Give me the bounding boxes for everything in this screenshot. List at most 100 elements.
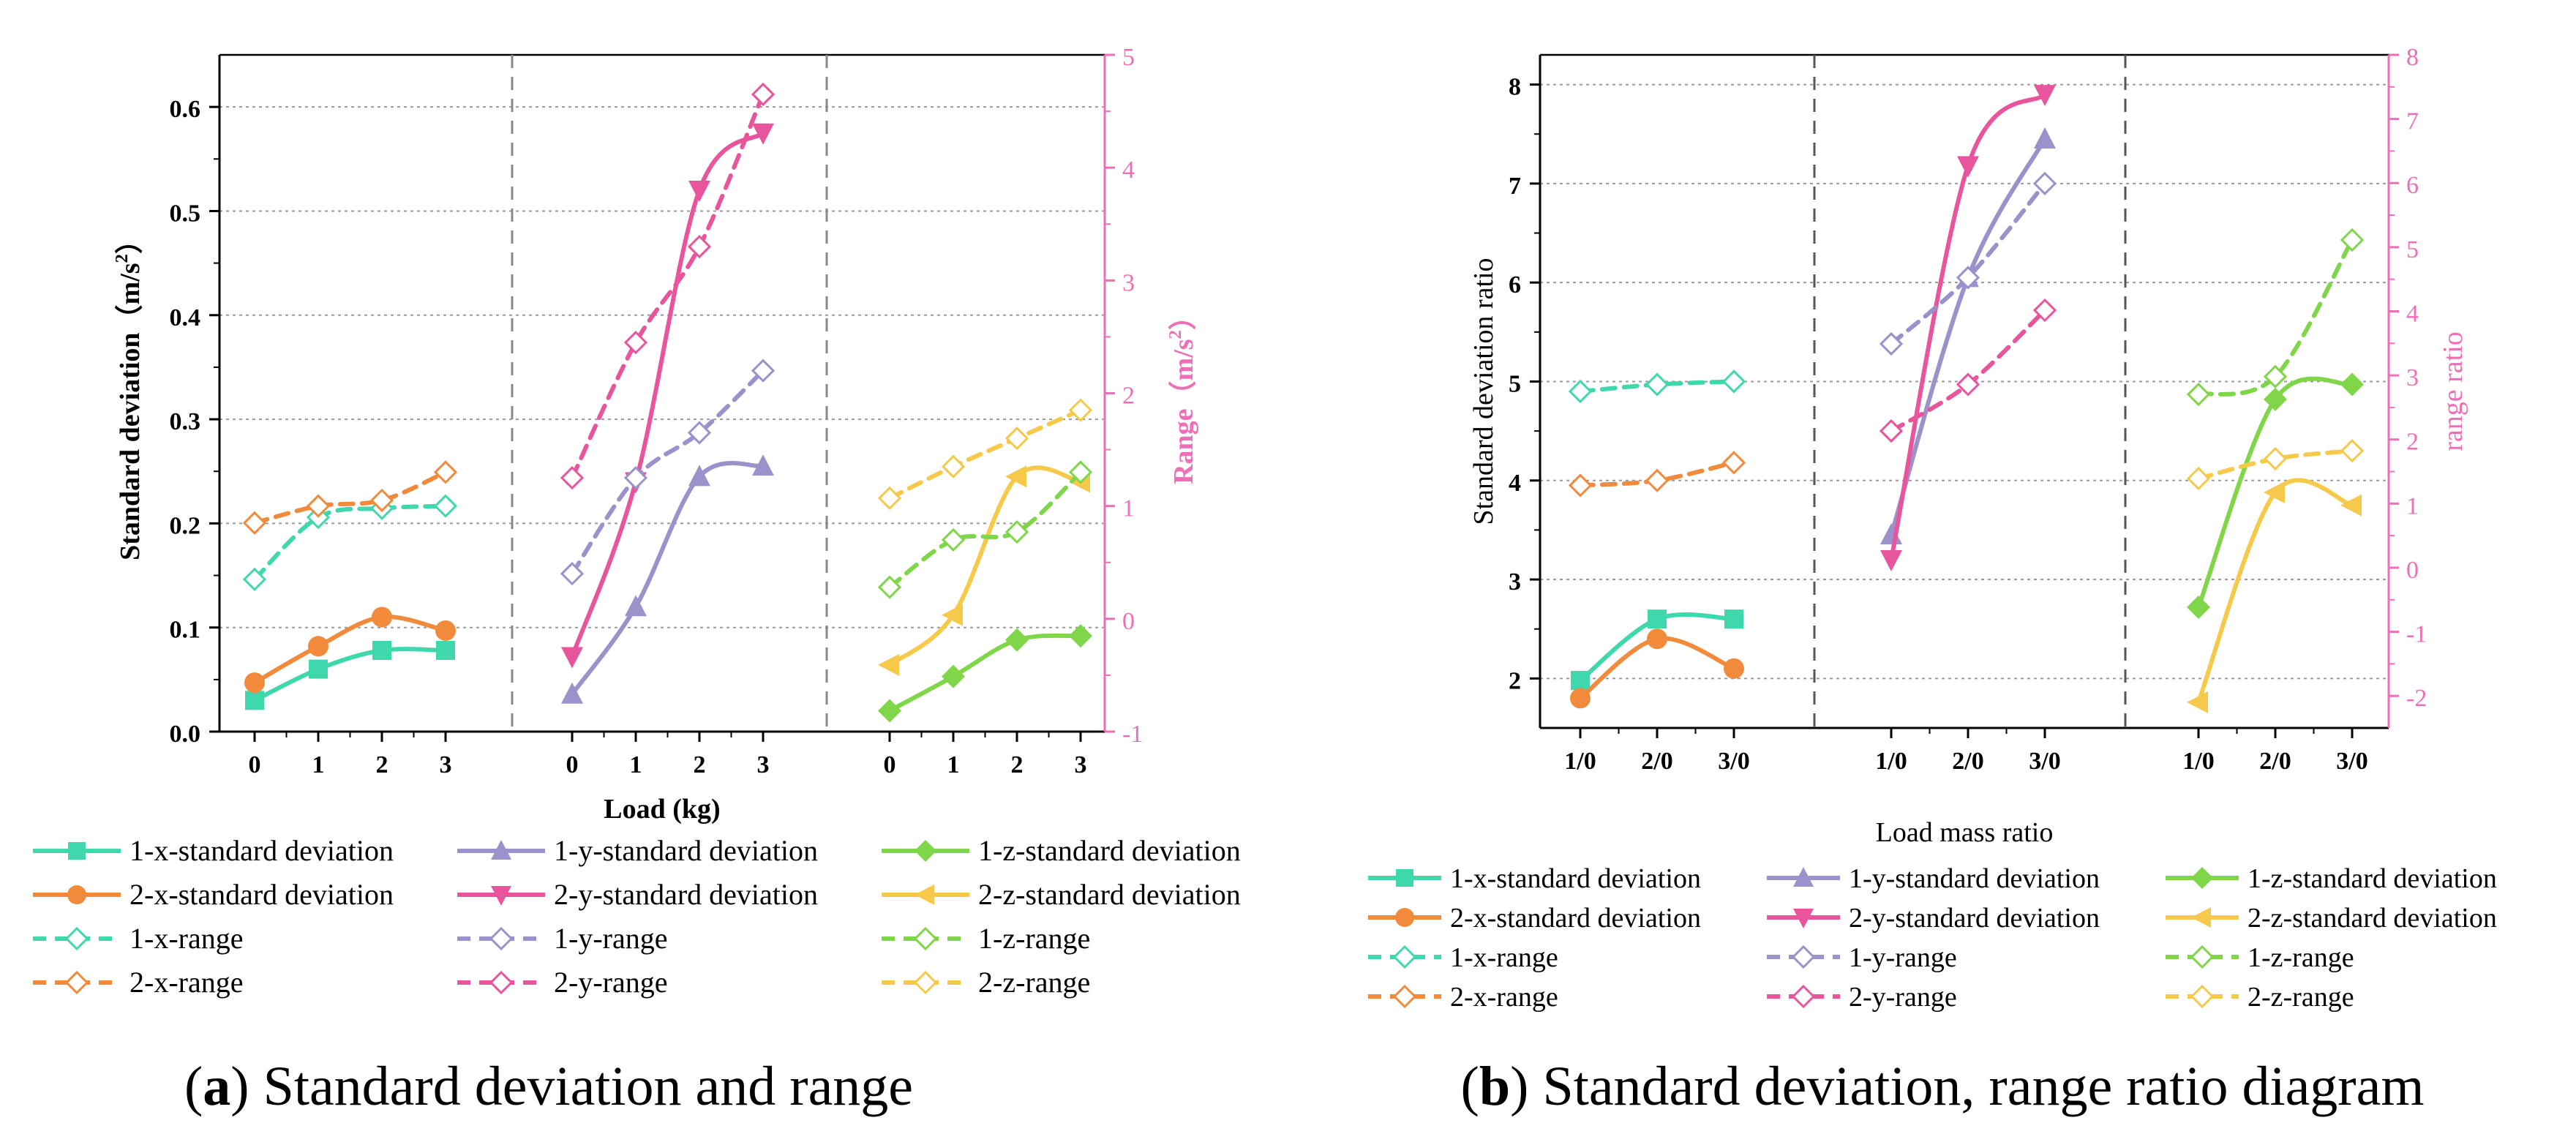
series-line (887, 470, 1083, 590)
x-tick-label: 2/0 (2259, 748, 2291, 775)
legend-label: 2-z-standard deviation (2248, 903, 2497, 934)
data-point (306, 494, 331, 518)
legend-label: 1-y-standard deviation (1849, 863, 2100, 894)
data-point (2034, 85, 2056, 107)
caption-a-letter: a (203, 1056, 230, 1117)
y-tick-label: 3 (1509, 568, 1521, 596)
x-tick-label: 0 (884, 751, 896, 778)
legend-swatch-marker (489, 970, 514, 995)
x-tick-label: 1/0 (1564, 748, 1596, 775)
x-tick-label: 3 (440, 751, 452, 778)
y2-tick-label: -1 (1122, 721, 1143, 748)
data-point (372, 607, 392, 628)
caption-a: (a) Standard deviation and range (184, 1056, 913, 1117)
y2-tick-label: 5 (2406, 236, 2419, 263)
legend-item: 1-y-standard deviation (457, 834, 818, 867)
data-point (1005, 427, 1029, 451)
legend-item: 1-y-range (457, 922, 667, 955)
legend-b: 1-x-standard deviation 1-y-standard devia… (1368, 863, 2497, 1013)
y2-axis-title-close: ） (1168, 302, 1199, 330)
legend-item: 2-y-range (1767, 982, 1957, 1013)
data-point (687, 421, 712, 445)
y-axis-title: Standard deviation（m/s2） (112, 226, 146, 560)
data-point (1068, 460, 1093, 484)
x-tick-label: 3 (1075, 751, 1087, 778)
x-tick-label: 3/0 (2029, 748, 2060, 775)
series-2-y-standard-deviation (1880, 85, 2056, 571)
legend-item: 2-y-standard deviation (1767, 903, 2100, 934)
data-point (1005, 628, 1029, 652)
y2-tick-label: 2 (1122, 383, 1135, 410)
y2-tick-label: 4 (1122, 157, 1135, 184)
legend-swatch-marker (1392, 984, 1417, 1009)
chart-b-ratio-diagram: 2 3 4 5 6 7 8 -2 -1 0 1 2 3 4 5 6 7 8 1/0 2/0 3/0 1/0 2/0 3/0 1/… (1468, 44, 2468, 848)
data-point (941, 454, 966, 478)
legend-label: 1-z-range (2248, 942, 2354, 973)
series-line (1889, 92, 2047, 562)
data-point (1721, 369, 1746, 394)
series-2-z-range (2186, 439, 2365, 491)
series-2-y-range (560, 82, 776, 490)
data-point (1879, 418, 1904, 443)
legend-item: 2-z-range (2166, 982, 2354, 1013)
data-point (1648, 609, 1667, 629)
legend-label: 1-z-standard deviation (978, 834, 1241, 867)
data-point (2340, 372, 2364, 397)
caption-b-letter: b (1479, 1056, 1510, 1117)
legend-label: 2-y-standard deviation (554, 878, 818, 911)
y-tick-label: 0.2 (170, 512, 201, 539)
legend-item: 2-x-range (33, 966, 243, 999)
caption-b: (b) Standard deviation, range ratio diag… (1461, 1056, 2425, 1117)
data-point (560, 562, 585, 586)
legend-item: 2-z-range (882, 966, 1090, 999)
series-1-x-range (1568, 369, 1746, 404)
data-point (242, 567, 267, 591)
y-axis-title-sup: 2 (112, 254, 132, 263)
data-point (752, 454, 774, 476)
legend-label: 2-z-standard deviation (978, 878, 1241, 911)
legend-swatch-marker (1395, 908, 1414, 927)
legend-item: 2-x-range (1368, 982, 1558, 1013)
legend-swatch-marker (489, 926, 514, 951)
legend-swatch-marker (913, 926, 938, 951)
series-line (2196, 478, 2354, 705)
data-point (1647, 628, 1667, 650)
y2-tick-label: -1 (2406, 621, 2427, 648)
legend-swatch-marker (1791, 945, 1816, 969)
data-point (752, 123, 774, 145)
legend-label: 1-x-standard deviation (1450, 863, 1701, 894)
legend-label: 1-y-range (1849, 942, 1957, 973)
series-line (2196, 376, 2354, 609)
x-tick-label: 0 (566, 751, 579, 778)
data-point (369, 488, 394, 513)
data-point (1721, 451, 1746, 475)
data-point (1645, 468, 1670, 492)
legend-a: 1-x-standard deviation 1-y-standard devia… (33, 834, 1241, 999)
series-line (2196, 238, 2354, 397)
series-1-z-standard-deviation (2187, 372, 2364, 619)
data-point (2263, 446, 2288, 471)
x-tick-label: 2/0 (1952, 748, 1983, 775)
legend-item: 2-y-standard deviation (457, 878, 818, 911)
series-1-z-range (2186, 228, 2365, 407)
data-point (1068, 398, 1093, 422)
legend-label: 1-x-range (129, 922, 243, 955)
x-tick-label: 2 (1011, 751, 1024, 778)
y2-tick-label: 5 (1122, 44, 1135, 71)
x-tick-label: 1 (312, 751, 325, 778)
x-tick-label: 0 (249, 751, 261, 778)
data-point (2340, 439, 2365, 463)
series-2-y-range (1879, 298, 2057, 443)
caption-a-text: Standard deviation and range (263, 1056, 913, 1117)
x-tick-label: 1 (947, 751, 960, 778)
legend-label: 1-x-standard deviation (129, 834, 394, 867)
legend-swatch-marker (491, 840, 511, 860)
data-point (877, 575, 902, 599)
y2-tick-label: 3 (2406, 364, 2419, 391)
data-point (2340, 228, 2365, 252)
data-point (623, 466, 648, 490)
series-line (252, 647, 448, 703)
x-axis-title: Load mass ratio (1876, 817, 2054, 848)
y-tick-label: 0.3 (170, 408, 201, 435)
data-point (561, 647, 583, 669)
